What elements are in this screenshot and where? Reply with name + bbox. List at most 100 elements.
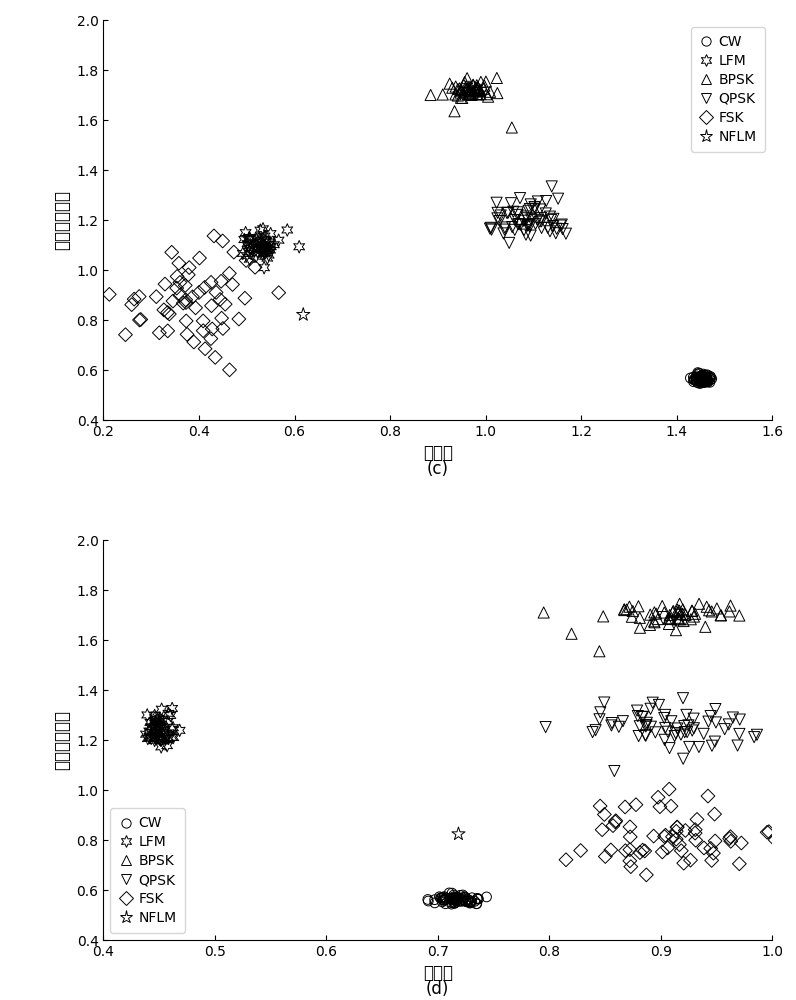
Point <box>162 305 174 321</box>
Point <box>252 235 265 251</box>
Point <box>677 613 690 629</box>
Point <box>718 721 731 737</box>
Point <box>154 718 167 734</box>
Point <box>252 245 264 261</box>
Point <box>699 619 712 635</box>
Point <box>634 718 646 734</box>
Point <box>445 896 458 912</box>
Point <box>451 893 464 909</box>
Point <box>599 849 611 865</box>
Point <box>281 222 294 238</box>
Point <box>256 242 269 258</box>
Point <box>491 205 504 221</box>
Point <box>695 371 708 387</box>
Point <box>650 606 662 622</box>
Point <box>705 852 718 868</box>
Point <box>688 372 700 388</box>
Point <box>435 890 448 906</box>
Point <box>455 893 468 909</box>
Point <box>520 227 533 243</box>
Point <box>694 374 707 390</box>
Point <box>697 371 710 387</box>
Point <box>598 695 611 711</box>
Point <box>447 891 459 907</box>
Point <box>663 610 676 626</box>
Legend: CW, LFM, BPSK, QPSK, FSK, NFLM: CW, LFM, BPSK, QPSK, FSK, NFLM <box>691 27 765 152</box>
Point <box>421 891 434 907</box>
Point <box>662 616 675 632</box>
Point <box>688 720 700 736</box>
Point <box>639 728 652 744</box>
Point <box>449 892 462 908</box>
Point <box>534 201 547 217</box>
Point <box>704 708 717 724</box>
Point <box>193 250 206 266</box>
Point <box>549 225 562 241</box>
Point <box>708 806 721 822</box>
Point <box>696 373 708 389</box>
Point <box>482 89 494 105</box>
Point <box>180 295 193 311</box>
Point <box>623 599 636 615</box>
Point <box>498 225 510 241</box>
Point <box>704 840 717 856</box>
Point <box>684 852 696 868</box>
Point <box>683 739 696 755</box>
Point <box>248 259 261 275</box>
Point <box>149 730 162 746</box>
Point <box>667 603 680 619</box>
X-axis label: 样本熵: 样本熵 <box>423 444 453 462</box>
Point <box>711 600 724 616</box>
Point <box>448 103 461 119</box>
Point <box>258 244 271 260</box>
Point <box>250 231 263 247</box>
Point <box>187 334 200 350</box>
Point <box>769 832 782 848</box>
Point <box>724 829 737 845</box>
Point <box>648 614 661 630</box>
Point <box>724 833 737 849</box>
Point <box>696 371 709 387</box>
Point <box>663 740 676 756</box>
Point <box>153 325 166 341</box>
Point <box>679 822 692 838</box>
Point <box>158 721 170 737</box>
Point <box>217 233 229 249</box>
Point <box>540 193 552 209</box>
Point <box>223 362 236 378</box>
Point <box>541 220 554 236</box>
Point <box>707 845 720 861</box>
Point <box>663 781 676 797</box>
Point <box>250 242 263 258</box>
Point <box>532 193 544 209</box>
Point <box>162 713 174 729</box>
Point <box>163 306 176 322</box>
Point <box>451 889 464 905</box>
Point <box>164 707 177 723</box>
Point <box>696 372 708 388</box>
Point <box>143 730 156 746</box>
Point <box>672 610 685 626</box>
Point <box>686 723 699 739</box>
Point <box>166 244 178 260</box>
Point <box>701 374 714 390</box>
Point <box>522 203 535 219</box>
Point <box>449 891 462 907</box>
Point <box>217 320 229 336</box>
Point <box>135 311 147 327</box>
Point <box>466 890 478 906</box>
Point <box>450 893 462 909</box>
Point <box>626 609 638 625</box>
Point <box>250 248 263 264</box>
Point <box>679 607 692 623</box>
Point <box>630 703 643 719</box>
Point <box>267 237 280 253</box>
Point <box>142 731 154 747</box>
Point <box>689 832 702 848</box>
Point <box>494 207 507 223</box>
Point <box>151 711 164 727</box>
Point <box>696 372 709 388</box>
Point <box>701 788 714 804</box>
Point <box>525 196 537 212</box>
Point <box>608 763 621 779</box>
